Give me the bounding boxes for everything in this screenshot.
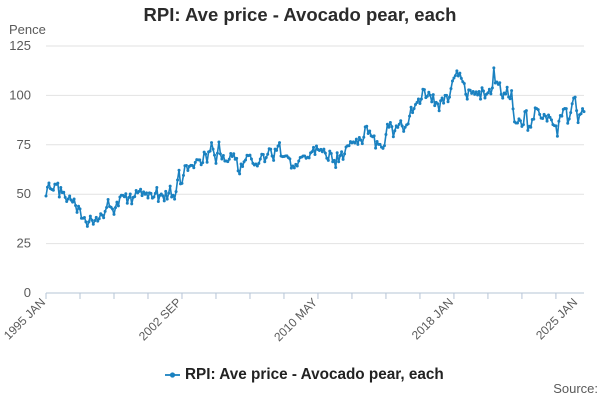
svg-text:2018 JAN: 2018 JAN xyxy=(409,295,456,342)
svg-text:75: 75 xyxy=(17,137,31,152)
svg-text:100: 100 xyxy=(9,87,31,102)
svg-text:1995 JAN: 1995 JAN xyxy=(1,295,48,342)
svg-text:2002 SEP: 2002 SEP xyxy=(136,295,184,343)
svg-text:50: 50 xyxy=(17,186,31,201)
svg-text:25: 25 xyxy=(17,236,31,251)
svg-text:2010 MAY: 2010 MAY xyxy=(271,295,320,344)
svg-text:125: 125 xyxy=(9,38,31,53)
svg-text:2025 JAN: 2025 JAN xyxy=(533,295,580,342)
svg-text:0: 0 xyxy=(24,285,31,300)
svg-text:RPI: Ave price - Avocado pear,: RPI: Ave price - Avocado pear, each xyxy=(185,366,444,383)
